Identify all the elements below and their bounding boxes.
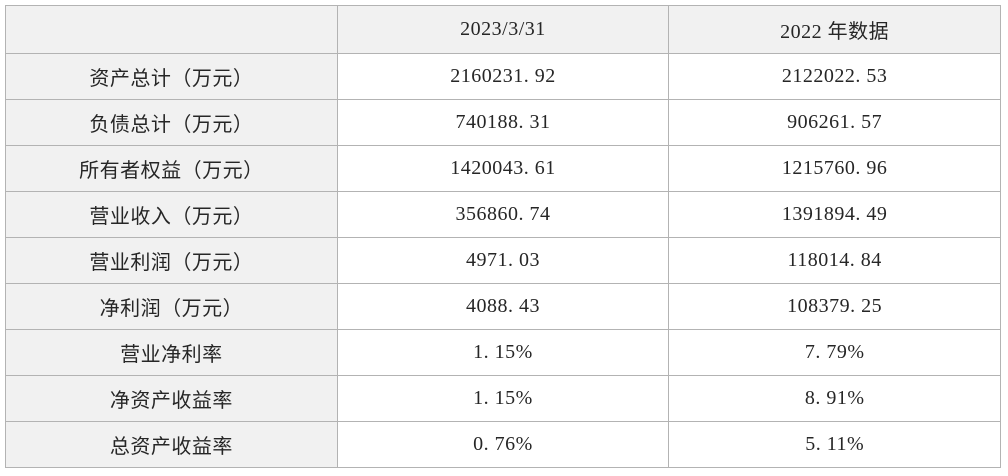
cell-total-liabilities-2023: 740188. 31: [336, 99, 670, 146]
row-label-operating-profit: 营业利润（万元）: [5, 237, 338, 284]
table-row: 资产总计（万元） 2160231. 92 2122022. 53: [5, 53, 1001, 100]
cell-net-profit-margin-2022: 7. 79%: [668, 329, 1001, 376]
cell-operating-revenue-2022: 1391894. 49: [668, 191, 1001, 238]
row-label-net-profit: 净利润（万元）: [5, 283, 338, 330]
table-row: 营业净利率 1. 15% 7. 79%: [5, 329, 1001, 376]
cell-net-profit-2022: 108379. 25: [668, 283, 1001, 330]
cell-roe-2022: 8. 91%: [668, 375, 1001, 422]
row-label-total-assets: 资产总计（万元）: [5, 53, 338, 100]
table-row: 所有者权益（万元） 1420043. 61 1215760. 96: [5, 145, 1001, 192]
cell-net-profit-2023: 4088. 43: [336, 283, 670, 330]
cell-operating-profit-2023: 4971. 03: [336, 237, 670, 284]
cell-operating-profit-2022: 118014. 84: [668, 237, 1001, 284]
row-label-roa: 总资产收益率: [5, 421, 338, 468]
table-row: 负债总计（万元） 740188. 31 906261. 57: [5, 99, 1001, 146]
header-cell-empty: [5, 5, 338, 54]
header-cell-2022: 2022 年数据: [668, 5, 1001, 54]
cell-roa-2023: 0. 76%: [336, 421, 670, 468]
cell-total-liabilities-2022: 906261. 57: [668, 99, 1001, 146]
cell-roe-2023: 1. 15%: [336, 375, 670, 422]
header-cell-2023: 2023/3/31: [336, 5, 670, 54]
table-row: 净资产收益率 1. 15% 8. 91%: [5, 375, 1001, 422]
table-row: 营业收入（万元） 356860. 74 1391894. 49: [5, 191, 1001, 238]
row-label-total-liabilities: 负债总计（万元）: [5, 99, 338, 146]
cell-total-assets-2023: 2160231. 92: [336, 53, 670, 100]
financial-table: 2023/3/31 2022 年数据 资产总计（万元） 2160231. 92 …: [5, 5, 1001, 468]
table-row: 净利润（万元） 4088. 43 108379. 25: [5, 283, 1001, 330]
table-row: 总资产收益率 0. 76% 5. 11%: [5, 421, 1001, 468]
cell-roa-2022: 5. 11%: [668, 421, 1001, 468]
row-label-owners-equity: 所有者权益（万元）: [5, 145, 338, 192]
cell-owners-equity-2023: 1420043. 61: [336, 145, 670, 192]
row-label-operating-revenue: 营业收入（万元）: [5, 191, 338, 238]
row-label-net-profit-margin: 营业净利率: [5, 329, 338, 376]
cell-owners-equity-2022: 1215760. 96: [668, 145, 1001, 192]
cell-operating-revenue-2023: 356860. 74: [336, 191, 670, 238]
table-header-row: 2023/3/31 2022 年数据: [5, 5, 1001, 54]
table-row: 营业利润（万元） 4971. 03 118014. 84: [5, 237, 1001, 284]
cell-net-profit-margin-2023: 1. 15%: [336, 329, 670, 376]
row-label-roe: 净资产收益率: [5, 375, 338, 422]
financial-table-container: 2023/3/31 2022 年数据 资产总计（万元） 2160231. 92 …: [5, 5, 1001, 468]
cell-total-assets-2022: 2122022. 53: [668, 53, 1001, 100]
